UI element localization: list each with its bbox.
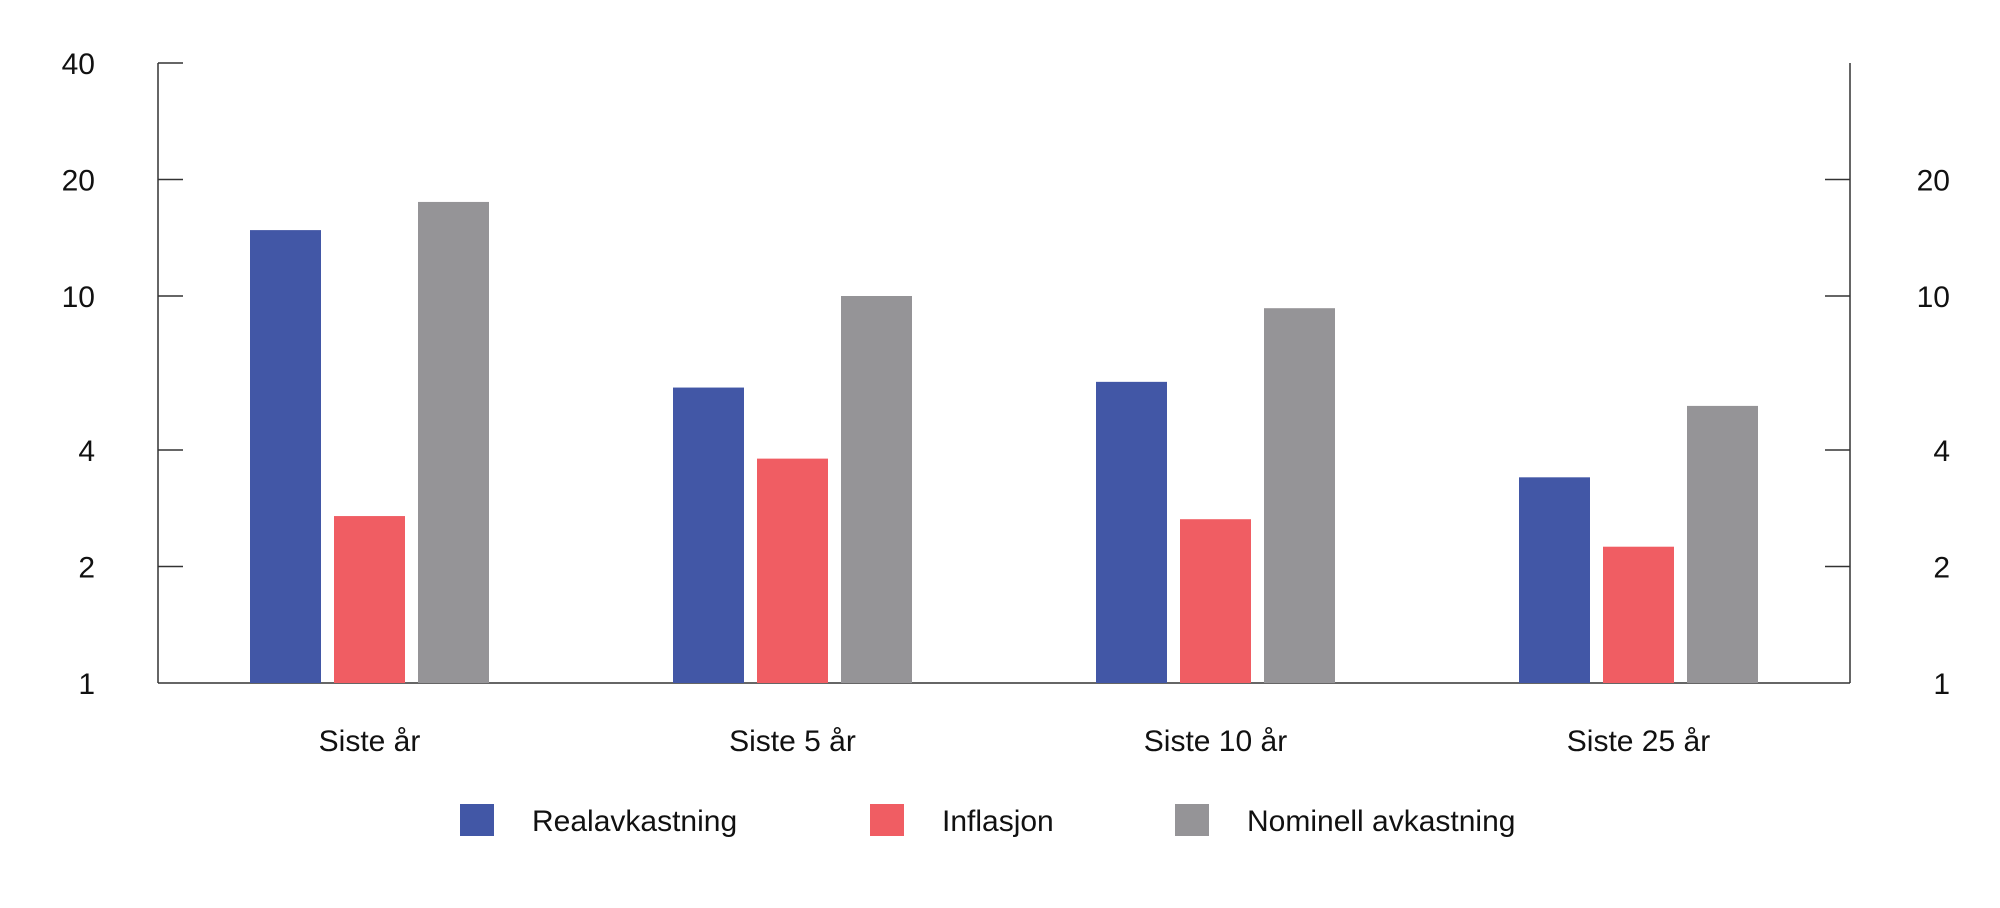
left-tick-label: 1: [78, 668, 95, 701]
legend-label: Realavkastning: [532, 805, 737, 838]
bar-nominell-avkastning: [418, 201, 489, 683]
legend-label: Inflasjon: [942, 805, 1054, 838]
right-tick-label: 20: [1917, 164, 1950, 197]
left-tick-label: 10: [62, 281, 95, 314]
category-label: Siste 5 år: [729, 725, 856, 758]
legend-swatch: [870, 804, 904, 836]
left-tick-label: 20: [62, 164, 95, 197]
bar-inflasjon: [757, 458, 828, 683]
y-axis-ticks: 1 2 4 10 20 40 1 2 4 10 20: [62, 48, 1950, 701]
chart-legend: Realavkastning Inflasjon Nominell avkastni…: [460, 804, 1515, 838]
legend-swatch: [1175, 804, 1209, 836]
x-axis-labels: Siste år Siste 5 år Siste 10 år Siste 25 år: [319, 725, 1711, 758]
left-tick-label: 40: [62, 48, 95, 81]
bar-inflasjon: [1603, 546, 1674, 683]
bar-realavkastning: [250, 230, 321, 683]
right-tick-label: 1: [1933, 668, 1950, 701]
legend-label: Nominell avkastning: [1247, 805, 1515, 838]
left-tick-label: 4: [78, 435, 95, 468]
bar-realavkastning: [1096, 381, 1167, 683]
legend-swatch: [460, 804, 494, 836]
left-tick-label: 2: [78, 552, 95, 585]
right-tick-label: 10: [1917, 281, 1950, 314]
chart-bars: [250, 201, 1758, 683]
category-label: Siste 10 år: [1144, 725, 1287, 758]
right-tick-label: 2: [1933, 552, 1950, 585]
bar-realavkastning: [673, 387, 744, 683]
right-tick-label: 4: [1933, 435, 1950, 468]
chart-axes: [157, 63, 1851, 684]
bar-nominell-avkastning: [1264, 308, 1335, 683]
bar-inflasjon: [1180, 519, 1251, 683]
bar-nominell-avkastning: [841, 295, 912, 683]
category-label: Siste år: [319, 725, 421, 758]
bar-nominell-avkastning: [1687, 405, 1758, 683]
bar-realavkastning: [1519, 477, 1590, 683]
category-label: Siste 25 år: [1567, 725, 1710, 758]
bar-inflasjon: [334, 516, 405, 683]
